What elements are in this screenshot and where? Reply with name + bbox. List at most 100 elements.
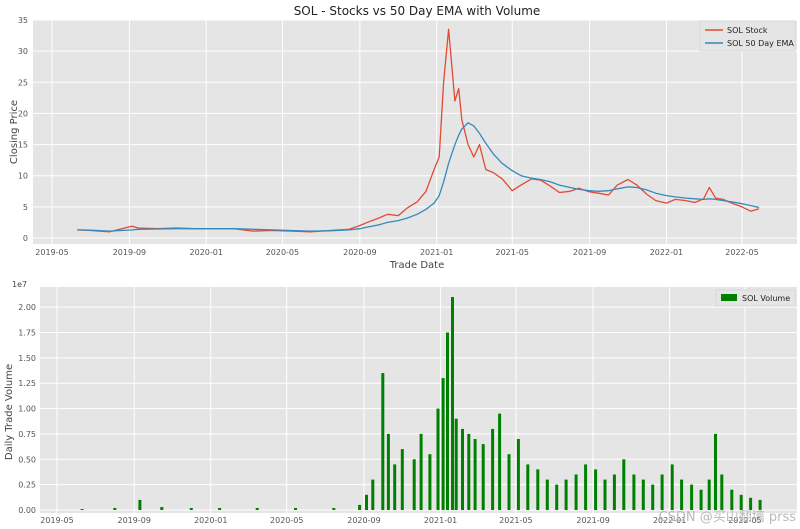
volume-bar [730, 489, 734, 510]
volume-bar [516, 439, 520, 510]
volume-bar [690, 484, 694, 510]
bottom-x-tick-label: 2019-05 [40, 516, 73, 525]
watermark: CSDN @买山翻墙 prss [658, 510, 796, 525]
volume-bar [473, 439, 477, 510]
volume-bar [467, 433, 471, 510]
volume-bar [641, 479, 645, 510]
volume-bar [555, 484, 559, 510]
bottom-y-tick-label: 0.25 [18, 481, 36, 490]
top-x-tick-label: 2021-09 [573, 248, 606, 257]
volume-bar [584, 464, 588, 510]
volume-bar [526, 464, 530, 510]
bottom-x-tick-label: 2022-01 [653, 516, 686, 525]
top-x-tick-label: 2022-05 [725, 248, 758, 257]
volume-bar [255, 508, 259, 510]
top-y-tick-label: 10 [18, 172, 28, 181]
volume-bar [436, 408, 440, 510]
volume-bar [189, 508, 193, 510]
volume-bar [491, 428, 495, 510]
bottom-y-tick-label: 1.25 [18, 379, 36, 388]
top-x-axis-label: Trade Date [389, 260, 444, 271]
series-line-sol-ema [77, 122, 760, 232]
volume-bar [446, 332, 449, 510]
bottom-y-tick-label: 0.75 [18, 430, 36, 439]
bottom-y-tick-label: 0.50 [18, 455, 36, 464]
top-x-tick-label: 2019-05 [35, 248, 68, 257]
volume-bar [660, 474, 664, 510]
volume-bar [481, 444, 485, 510]
volume-bar [612, 474, 616, 510]
legend-label: SOL Volume [742, 294, 790, 303]
top-x-tick-label: 2020-01 [190, 248, 223, 257]
bottom-x-tick-label: 2020-01 [194, 516, 227, 525]
top-y-tick-label: 35 [18, 16, 28, 25]
volume-bar [451, 297, 454, 510]
volume-bar [622, 459, 626, 510]
top-x-tick-label: 2021-05 [495, 248, 528, 257]
top-y-tick-label: 25 [18, 78, 28, 87]
volume-bar [603, 479, 607, 510]
bottom-y-tick-label: 1.50 [18, 354, 36, 363]
top-y-axis-label: Closing Price [9, 100, 20, 164]
top-series-lines [77, 28, 760, 233]
volume-bar [720, 474, 724, 510]
bottom-x-tick-label: 2021-09 [576, 516, 609, 525]
top-x-tick-label: 2020-05 [266, 248, 299, 257]
volume-bar [400, 449, 404, 510]
bottom-plot-area [40, 287, 797, 513]
volume-bar [739, 494, 743, 510]
volume-bar [441, 378, 445, 510]
volume-bar [680, 479, 684, 510]
volume-bar [699, 489, 703, 510]
bottom-x-tick-label: 2020-09 [347, 516, 380, 525]
legend-label: SOL 50 Day EMA [727, 39, 794, 48]
top-legend: SOL Stock SOL 50 Day EMA [699, 20, 796, 52]
bottom-y-tick-label: 0.00 [18, 506, 36, 515]
top-y-tick-label: 15 [18, 141, 28, 150]
top-y-tick-labels: 0 5 10 15 20 25 30 35 [18, 16, 28, 243]
bottom-volume-bars [80, 297, 762, 510]
volume-bar [670, 464, 674, 510]
volume-bar [218, 508, 222, 510]
bottom-y-axis-label: Daily Trade Volume [4, 364, 15, 460]
volume-bar [536, 469, 540, 510]
volume-bar [365, 494, 368, 510]
volume-bar [758, 499, 762, 510]
top-y-tick-label: 5 [23, 203, 28, 212]
volume-bar [160, 507, 164, 510]
top-plot-area [33, 20, 797, 244]
volume-bar [498, 413, 502, 510]
legend-swatch [721, 294, 737, 301]
volume-bar [632, 474, 636, 510]
volume-bar [412, 459, 416, 510]
chart-title: SOL - Stocks vs 50 Day EMA with Volume [294, 4, 541, 18]
volume-bar [386, 433, 390, 510]
volume-bar [138, 499, 142, 510]
bottom-y-tick-label: 2.00 [18, 303, 36, 312]
volume-bar [358, 504, 362, 510]
volume-bar [80, 509, 84, 510]
series-line-sol-stock [77, 28, 760, 233]
volume-bar [461, 428, 464, 510]
volume-bar [564, 479, 568, 510]
top-y-tick-label: 0 [23, 234, 28, 243]
volume-bar [651, 484, 655, 510]
top-x-tick-labels: 2019-05 2019-09 2020-01 2020-05 2020-09 2021-… [35, 248, 758, 257]
volume-bar [393, 464, 397, 510]
volume-bar [714, 433, 717, 510]
bottom-x-tick-label: 2021-01 [424, 516, 457, 525]
bottom-y-offset-label: 1e7 [12, 280, 27, 289]
bottom-y-tick-label: 1.75 [18, 329, 36, 338]
top-x-tick-label: 2019-09 [113, 248, 146, 257]
bottom-y-tick-label: 1.00 [18, 405, 36, 414]
volume-bar [294, 508, 297, 510]
top-legend-box [699, 20, 796, 52]
volume-bar [545, 479, 549, 510]
legend-label: SOL Stock [727, 26, 768, 35]
volume-bar [419, 433, 423, 510]
bottom-x-tick-label: 2019-09 [117, 516, 150, 525]
volume-bar [371, 479, 375, 510]
volume-bar [428, 454, 432, 510]
top-y-tick-label: 30 [18, 47, 28, 56]
top-gridlines [33, 19, 797, 244]
